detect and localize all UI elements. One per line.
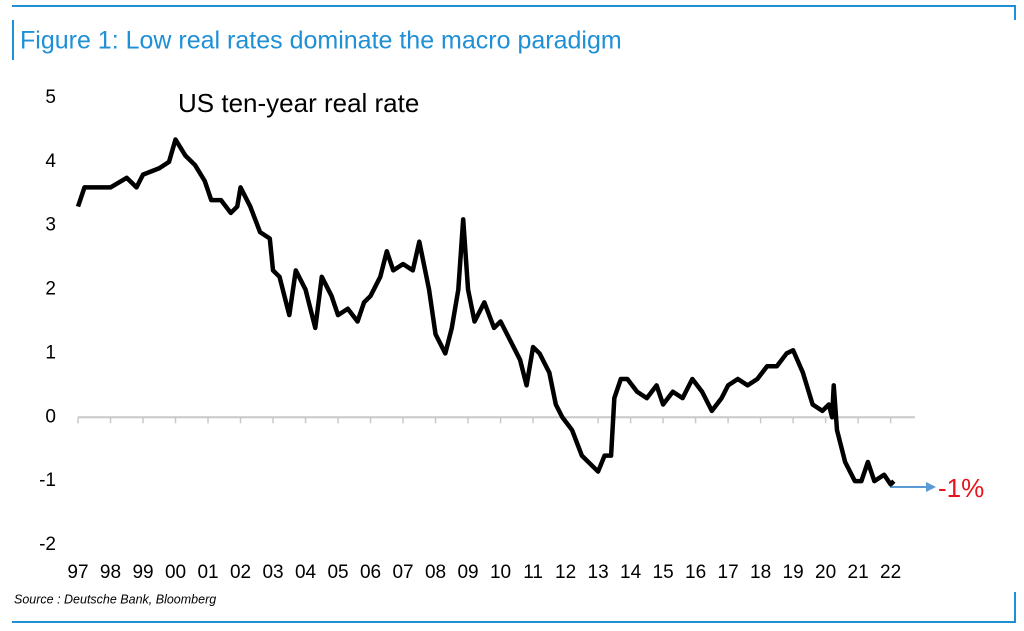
x-tick-label: 09 [457, 562, 478, 583]
x-tick-label: 15 [653, 562, 674, 583]
x-tick-label: 11 [523, 562, 543, 583]
x-tick-label: 02 [230, 562, 251, 583]
x-tick-label: 07 [392, 562, 413, 583]
chart-title: US ten-year real rate [178, 88, 419, 118]
x-tick-label: 10 [490, 562, 511, 583]
x-tick-label: 03 [262, 562, 283, 583]
x-tick-label: 18 [750, 562, 771, 583]
frame [12, 5, 1016, 623]
line-series [75, 137, 896, 487]
x-tick-label: 20 [815, 562, 836, 583]
x-tick-label: 12 [555, 562, 576, 583]
x-tick-label: 16 [685, 562, 706, 583]
x-tick-label: 08 [425, 562, 446, 583]
x-tick-label: 13 [588, 562, 609, 583]
y-tick-label: -2 [39, 534, 56, 555]
annotation: -1% [938, 473, 984, 503]
x-tick-label: 97 [67, 562, 88, 583]
y-tick-label: 3 [45, 215, 56, 236]
x-tick-label: 04 [295, 562, 317, 583]
x-tick-label: 05 [327, 562, 348, 583]
x-tick-label: 14 [620, 562, 642, 583]
x-tick-label: 99 [132, 562, 153, 583]
x-tick-label: 22 [880, 562, 901, 583]
x-tick-label: 17 [718, 562, 739, 583]
x-tick-label: 19 [783, 562, 804, 583]
y-tick-label: -1 [39, 470, 56, 491]
x-tick-label: 00 [165, 562, 186, 583]
y-tick-label: 0 [45, 406, 56, 427]
source: Source : Deutsche Bank, Bloomberg [14, 592, 216, 606]
annotation-arrowhead [926, 482, 936, 492]
y-tick-label: 4 [45, 151, 56, 172]
figure-title: Figure 1: Low real rates dominate the ma… [20, 27, 622, 55]
x-tick-label: 21 [848, 562, 869, 583]
y-tick-label: 5 [45, 87, 56, 108]
x-tick-label: 06 [360, 562, 381, 583]
y-tick-label: 1 [45, 342, 56, 363]
y-tick-label: 2 [45, 279, 56, 300]
x-tick-label: 01 [197, 562, 218, 583]
x-tick-label: 98 [100, 562, 121, 583]
